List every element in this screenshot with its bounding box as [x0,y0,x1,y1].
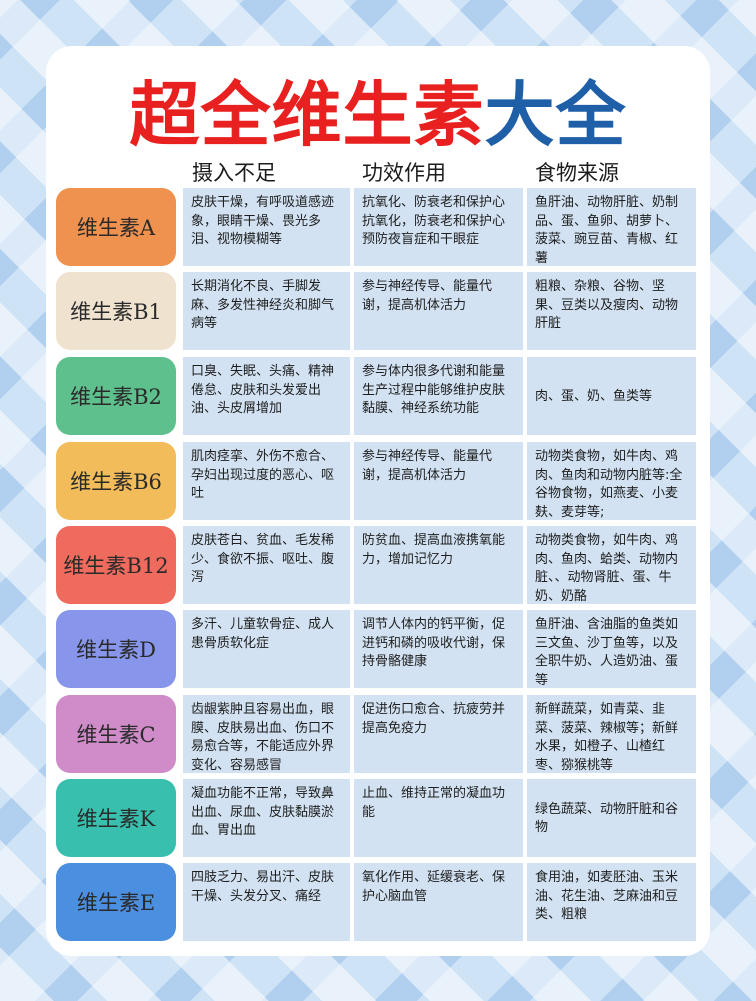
effect-cell: 止血、维持正常的凝血功能 [354,779,523,857]
deficiency-cell: 肌肉痉挛、外伤不愈合、孕妇出现过度的恶心、呕吐 [183,442,350,520]
vitamin-label: 维生素C [56,695,176,773]
effect-cell: 抗氧化、防衰老和保护心抗氧化，防衰老和保护心预防夜盲症和干眼症 [354,188,523,266]
deficiency-cell: 皮肤苍白、贫血、毛发稀少、食欲不振、呕吐、腹泻 [183,526,350,604]
vitamin-row-a: 维生素A 皮肤干燥，有呼吸道感迹象，眼睛干燥、畏光多泪、视物模糊等 抗氧化、防衰… [56,188,696,266]
vitamin-label: 维生素B1 [56,272,176,350]
vitamin-row-b12: 维生素B12 皮肤苍白、贫血、毛发稀少、食欲不振、呕吐、腹泻 防贫血、提高血液携… [56,526,696,604]
food-cell: 鱼肝油、动物肝脏、奶制品、蛋、鱼卵、胡萝卜、菠菜、豌豆苗、青椒、红薯 [527,188,696,266]
effect-cell: 氧化作用、延缓衰老、保护心脑血管 [354,863,523,941]
page-title: 超全维生素大全 [0,74,756,156]
deficiency-cell: 皮肤干燥，有呼吸道感迹象，眼睛干燥、畏光多泪、视物模糊等 [183,188,350,266]
vitamin-row-c: 维生素C 齿龈紫肿且容易出血，眼膜、皮肤易出血、伤口不易愈合等，不能适应外界变化… [56,695,696,773]
effect-cell: 调节人体内的钙平衡，促进钙和磷的吸收代谢，保持骨骼健康 [354,610,523,688]
food-cell: 动物类食物，如牛肉、鸡肉、鱼肉和动物内脏等:全谷物食物，如燕麦、小麦麸、麦芽等; [527,442,696,520]
vitamin-label: 维生素B12 [56,526,176,604]
title-red: 超全维生素 [129,74,485,156]
vitamin-row-d: 维生素D 多汗、儿童软骨症、成人患骨质软化症 调节人体内的钙平衡，促进钙和磷的吸… [56,610,696,688]
vitamin-label: 维生素D [56,610,176,688]
effect-cell: 参与体内很多代谢和能量生产过程中能够维护皮肤黏膜、神经系统功能 [354,357,523,435]
vitamin-label: 维生素B6 [56,442,176,520]
vitamin-row-b1: 维生素B1 长期消化不良、手脚发麻、多发性神经炎和脚气病等 参与神经传导、能量代… [56,272,696,350]
column-header-effect: 功效作用 [362,161,446,185]
deficiency-cell: 多汗、儿童软骨症、成人患骨质软化症 [183,610,350,688]
vitamin-label: 维生素K [56,779,176,857]
deficiency-cell: 口臭、失眠、头痛、精神倦怠、皮肤和头发爱出油、头皮屑增加 [183,357,350,435]
food-cell: 肉、蛋、奶、鱼类等 [527,357,696,435]
food-cell: 鱼肝油、含油脂的鱼类如三文鱼、沙丁鱼等，以及全职牛奶、人造奶油、蛋等 [527,610,696,688]
column-header-deficiency: 摄入不足 [192,161,276,185]
effect-cell: 促进伤口愈合、抗疲劳并提高免疫力 [354,695,523,773]
effect-cell: 参与神经传导、能量代谢，提高机体活力 [354,442,523,520]
deficiency-cell: 凝血功能不正常，导致鼻出血、尿血、皮肤黏膜淤血、胃出血 [183,779,350,857]
vitamin-label: 维生素B2 [56,357,176,435]
deficiency-cell: 长期消化不良、手脚发麻、多发性神经炎和脚气病等 [183,272,350,350]
food-cell: 新鲜蔬菜，如青菜、韭菜、菠菜、辣椒等；新鲜水果，如橙子、山楂红枣、猕猴桃等 [527,695,696,773]
effect-cell: 参与神经传导、能量代谢，提高机体活力 [354,272,523,350]
deficiency-cell: 四肢乏力、易出汗、皮肤干燥、头发分叉、痛经 [183,863,350,941]
vitamin-row-e: 维生素E 四肢乏力、易出汗、皮肤干燥、头发分叉、痛经 氧化作用、延缓衰老、保护心… [56,863,696,941]
vitamin-label: 维生素A [56,188,176,266]
deficiency-cell: 齿龈紫肿且容易出血，眼膜、皮肤易出血、伤口不易愈合等，不能适应外界变化、容易感冒 [183,695,350,773]
food-cell: 食用油，如麦胚油、玉米油、花生油、芝麻油和豆类、粗粮 [527,863,696,941]
vitamin-row-b2: 维生素B2 口臭、失眠、头痛、精神倦怠、皮肤和头发爱出油、头皮屑增加 参与体内很… [56,357,696,435]
vitamin-label: 维生素E [56,863,176,941]
food-cell: 动物类食物，如牛肉、鸡肉、鱼肉、蛤类、动物内脏、、动物肾脏、蛋、牛奶、奶酪 [527,526,696,604]
vitamin-row-b6: 维生素B6 肌肉痉挛、外伤不愈合、孕妇出现过度的恶心、呕吐 参与神经传导、能量代… [56,442,696,520]
column-header-food: 食物来源 [535,161,619,185]
title-blue: 大全 [484,74,627,156]
food-cell: 粗粮、杂粮、谷物、坚果、豆类以及瘦肉、动物肝脏 [527,272,696,350]
food-cell: 绿色蔬菜、动物肝脏和谷物 [527,779,696,857]
vitamin-row-k: 维生素K 凝血功能不正常，导致鼻出血、尿血、皮肤黏膜淤血、胃出血 止血、维持正常… [56,779,696,857]
effect-cell: 防贫血、提高血液携氧能力，增加记忆力 [354,526,523,604]
